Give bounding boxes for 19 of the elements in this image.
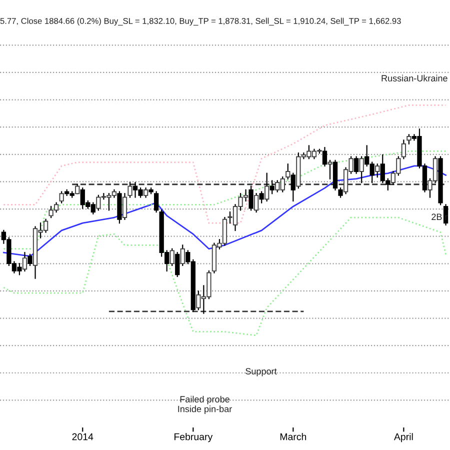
x-tick-label: April (394, 433, 413, 442)
text: Failed probe Inside pin-bar (178, 396, 232, 414)
candlestick (290, 172, 296, 202)
text: 5.77, Close 1884.66 (0.2%) Buy_SL = 1,832.10, Buy_TP = 1,878.31, Sell_SL = 1,910.24, Sell_TP = 1,662.93 (0, 18, 401, 26)
candlestick (354, 156, 359, 174)
candlestick (322, 146, 328, 167)
candlestick (28, 254, 32, 266)
candlestick (175, 252, 180, 278)
candlestick (338, 188, 343, 198)
candlestick (270, 180, 274, 194)
x-tick-label: 2014 (72, 433, 94, 440)
candlestick (248, 186, 254, 211)
x-tick-label: February (174, 433, 213, 442)
text: Russian-Ukraine (382, 74, 448, 82)
candlestick (259, 191, 264, 204)
candlestick (154, 191, 159, 213)
x-tick-label: March (280, 433, 306, 440)
text: Support (246, 368, 277, 376)
candlestick (401, 140, 406, 160)
